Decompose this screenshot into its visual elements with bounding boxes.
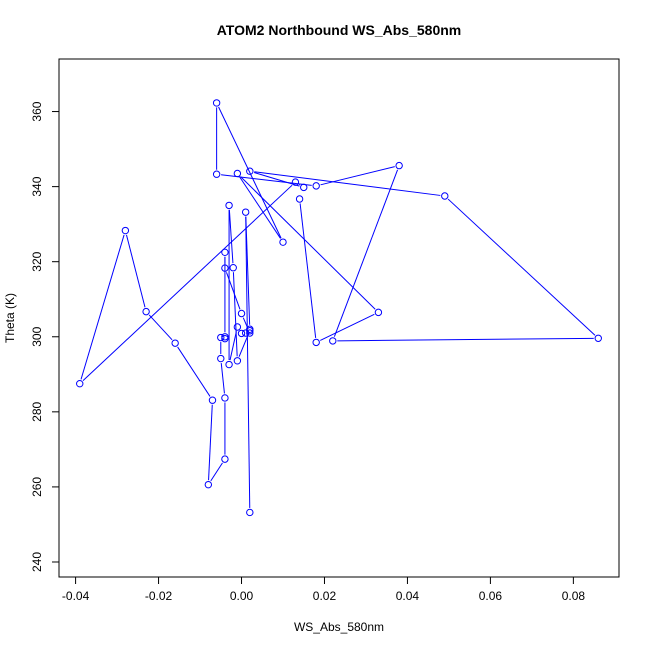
series-segment bbox=[229, 331, 237, 361]
series-segment bbox=[232, 272, 238, 357]
data-point bbox=[594, 334, 602, 342]
series-segment bbox=[320, 313, 375, 341]
data-point bbox=[241, 208, 250, 216]
data-point bbox=[212, 99, 221, 107]
data-point bbox=[76, 379, 84, 388]
series-segment bbox=[148, 314, 173, 341]
series-segment bbox=[239, 176, 281, 239]
y-tick-label: 300 bbox=[30, 326, 44, 346]
series-segment bbox=[253, 172, 300, 187]
data-point bbox=[295, 195, 304, 203]
series-segment bbox=[82, 184, 293, 381]
data-point bbox=[241, 329, 250, 337]
data-point bbox=[300, 183, 308, 192]
data-point bbox=[225, 360, 233, 369]
data-point bbox=[246, 167, 254, 175]
series-segment bbox=[226, 272, 241, 310]
data-point bbox=[221, 455, 229, 463]
data-point bbox=[121, 226, 130, 235]
series-segment bbox=[299, 203, 317, 338]
data-point bbox=[312, 338, 320, 347]
data-point bbox=[221, 333, 229, 341]
data-point bbox=[246, 327, 254, 335]
series-segment bbox=[320, 166, 395, 186]
x-axis-label: WS_Abs_580nm bbox=[294, 620, 384, 634]
series-segment bbox=[333, 169, 399, 337]
series-segment bbox=[126, 234, 146, 308]
x-tick-label: 0.06 bbox=[479, 589, 503, 603]
x-tick-label: 0.04 bbox=[396, 589, 420, 603]
data-point bbox=[246, 508, 254, 517]
data-point bbox=[204, 480, 213, 489]
data-point bbox=[279, 238, 287, 246]
x-tick-label: -0.04 bbox=[62, 589, 90, 603]
y-axis: 240 260 280 300 320 340 360 bbox=[30, 101, 60, 572]
data-point bbox=[441, 192, 449, 200]
y-tick-label: 360 bbox=[30, 101, 44, 121]
y-tick-label: 320 bbox=[30, 251, 44, 271]
plot-frame bbox=[58, 58, 620, 578]
x-axis: -0.04 -0.02 0.00 0.02 0.04 0.06 0.08 bbox=[62, 576, 586, 603]
data-point bbox=[237, 329, 246, 338]
data-point bbox=[233, 323, 242, 331]
series-segment bbox=[228, 209, 234, 264]
series-segment bbox=[447, 198, 596, 336]
y-tick-label: 260 bbox=[30, 477, 44, 497]
chart-title: ATOM2 Northbound WS_Abs_580nm bbox=[217, 22, 462, 38]
y-tick-label: 340 bbox=[30, 176, 44, 196]
x-tick-label: 0.02 bbox=[313, 589, 337, 603]
y-axis-label: Theta (K) bbox=[3, 293, 17, 343]
data-point bbox=[221, 334, 229, 343]
data-point bbox=[221, 248, 229, 257]
series-segment bbox=[80, 234, 125, 380]
y-tick-label: 280 bbox=[30, 402, 44, 422]
x-tick-label: -0.02 bbox=[145, 589, 173, 603]
series-segment bbox=[254, 171, 441, 196]
data-point bbox=[374, 308, 383, 317]
data-point bbox=[217, 333, 225, 342]
data-point bbox=[233, 169, 242, 178]
data-point bbox=[212, 170, 221, 178]
series-segment bbox=[245, 216, 251, 508]
data-point bbox=[229, 264, 237, 272]
series-segment bbox=[337, 337, 594, 342]
series-segment bbox=[218, 106, 282, 239]
data-points bbox=[76, 99, 602, 517]
data-point bbox=[221, 264, 229, 272]
data-point bbox=[225, 201, 233, 210]
x-tick-label: 0.00 bbox=[230, 589, 254, 603]
y-tick-label: 240 bbox=[30, 552, 44, 572]
data-point bbox=[312, 182, 320, 190]
data-point bbox=[217, 354, 225, 363]
series-segment bbox=[240, 176, 376, 310]
series-segment bbox=[245, 216, 251, 325]
series-segment bbox=[210, 462, 223, 482]
series-segment bbox=[208, 404, 213, 481]
data-point bbox=[246, 329, 254, 337]
series-segment bbox=[220, 362, 225, 394]
data-point bbox=[237, 309, 246, 318]
series-segment bbox=[238, 334, 249, 357]
data-point bbox=[395, 161, 403, 170]
data-point bbox=[208, 396, 217, 404]
x-tick-label: 0.08 bbox=[562, 589, 586, 603]
data-point bbox=[142, 307, 150, 316]
series-line bbox=[80, 106, 596, 508]
data-point bbox=[329, 337, 337, 345]
series-segment bbox=[177, 346, 211, 397]
data-point bbox=[171, 339, 179, 347]
data-point bbox=[221, 394, 229, 402]
data-point bbox=[233, 357, 242, 365]
data-point bbox=[291, 178, 300, 186]
